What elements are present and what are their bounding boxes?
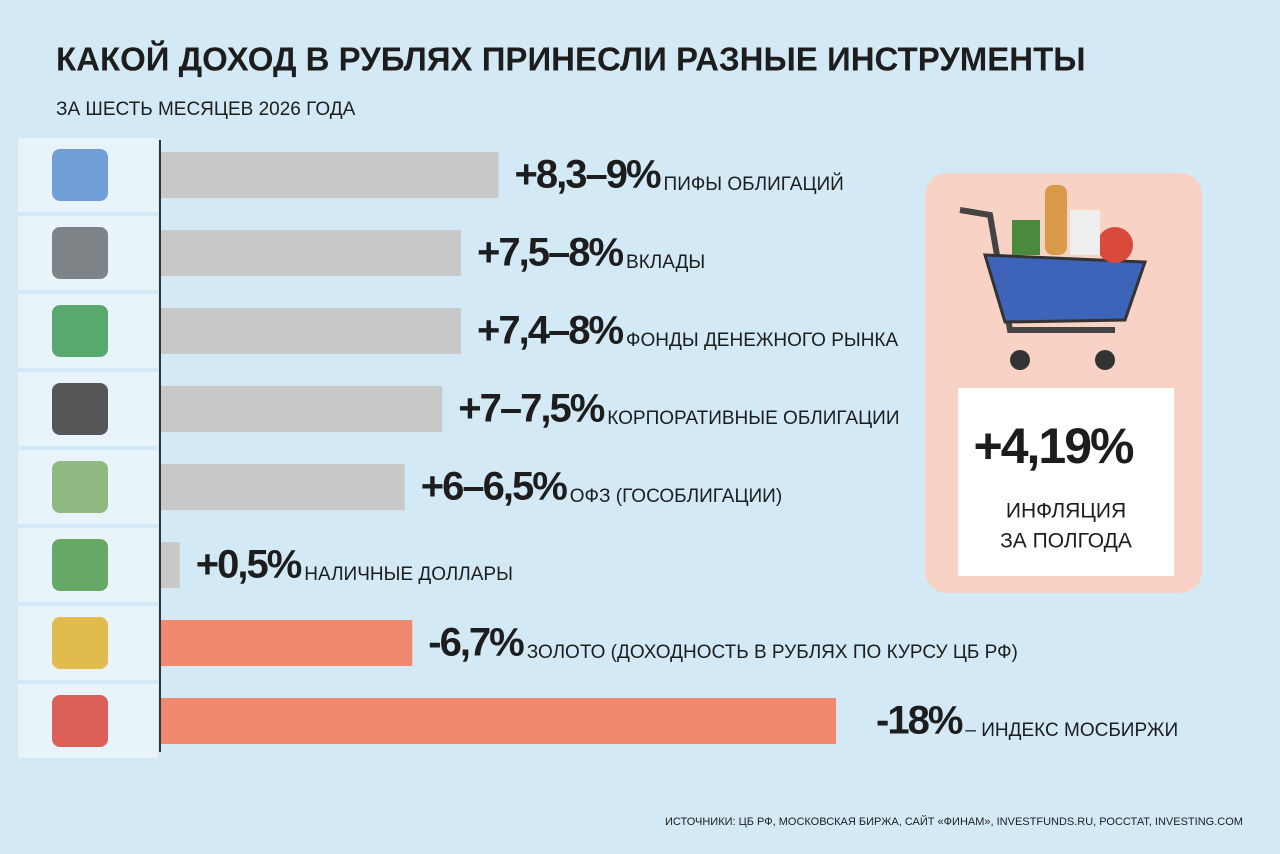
bar <box>161 620 413 666</box>
row-icon <box>52 383 108 435</box>
value-label: -18% <box>876 699 963 743</box>
bar <box>161 308 461 354</box>
value-label: +7,4–8% <box>477 309 623 353</box>
value-label: +0,5% <box>196 543 302 587</box>
inflation-caption: ИНФЛЯЦИЯ <box>1006 500 1126 523</box>
value-label: +7–7,5% <box>458 387 604 431</box>
category-label: ЗОЛОТО (ДОХОДНОСТЬ В РУБЛЯХ ПО КУРСУ ЦБ … <box>527 642 1018 663</box>
row-icon <box>52 539 108 591</box>
bar <box>161 464 405 510</box>
chart-subtitle: ЗА ШЕСТЬ МЕСЯЦЕВ 2026 ГОДА <box>56 99 356 120</box>
category-label: НАЛИЧНЫЕ ДОЛЛАРЫ <box>304 564 513 585</box>
value-label: -6,7% <box>428 621 524 665</box>
bar <box>161 542 180 588</box>
row-icon <box>52 227 108 279</box>
row-icon <box>52 461 108 513</box>
category-label: ФОНДЫ ДЕНЕЖНОГО РЫНКА <box>626 330 898 351</box>
row-icon <box>52 149 108 201</box>
row-icon <box>52 305 108 357</box>
category-label: ОФЗ (ГОСОБЛИГАЦИИ) <box>570 486 782 507</box>
value-label: +7,5–8% <box>477 231 623 275</box>
cart-icon <box>959 185 1148 370</box>
bar <box>161 698 836 744</box>
inflation-caption: ЗА ПОЛГОДА <box>1000 530 1132 553</box>
value-label: +6–6,5% <box>421 465 567 509</box>
category-label: ВКЛАДЫ <box>626 252 705 273</box>
row-icon <box>52 617 108 669</box>
inflation-box <box>958 388 1174 576</box>
inflation-value: +4,19% <box>974 418 1135 474</box>
row-icon <box>52 695 108 747</box>
category-label: ПИФЫ ОБЛИГАЦИЙ <box>664 173 844 195</box>
category-label: – ИНДЕКС МОСБИРЖИ <box>965 720 1178 741</box>
bar <box>161 152 499 198</box>
bar <box>161 386 443 432</box>
bar <box>161 230 461 276</box>
source: ИСТОЧНИКИ: ЦБ РФ, МОСКОВСКАЯ БИРЖА, САЙТ… <box>665 815 1243 828</box>
value-label: +8,3–9% <box>515 153 661 197</box>
chart-title: КАКОЙ ДОХОД В РУБЛЯХ ПРИНЕСЛИ РАЗНЫЕ ИНС… <box>56 40 1086 78</box>
category-label: КОРПОРАТИВНЫЕ ОБЛИГАЦИИ <box>607 408 899 429</box>
